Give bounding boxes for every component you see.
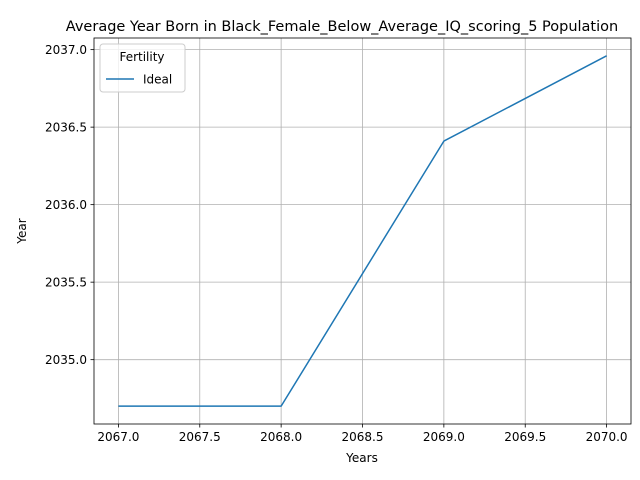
legend-box	[99, 43, 186, 93]
x-axis-label: Years	[345, 451, 378, 465]
x-tick-label: 2069.5	[504, 430, 546, 444]
y-tick-label: 2036.5	[45, 120, 87, 134]
series-line-ideal	[118, 55, 607, 407]
x-tick-label: 2067.5	[179, 430, 221, 444]
x-axis-ticks: 2067.0 2067.5 2068.0 2068.5 2069.0 2069.5 2070…	[97, 424, 628, 444]
y-tick-label: 2036.0	[45, 198, 87, 212]
y-axis-label: Year	[15, 218, 29, 244]
x-tick-label: 2068.5	[342, 430, 384, 444]
x-tick-label: 2070.0	[586, 430, 628, 444]
x-tick-label: 2069.0	[423, 430, 465, 444]
y-tick-label: 2035.0	[45, 353, 87, 367]
x-tick-label: 2068.0	[260, 430, 302, 444]
series-layer	[118, 55, 607, 407]
x-tick-label: 2067.0	[97, 430, 139, 444]
y-tick-label: 2037.0	[45, 43, 87, 57]
chart-title: Average Year Born in Black_Female_Below_…	[66, 19, 618, 35]
legend-title: Fertility	[119, 50, 164, 64]
legend-label-ideal: Ideal	[143, 73, 172, 87]
y-tick-label: 2035.5	[45, 275, 87, 289]
legend: Fertility Ideal	[99, 43, 186, 93]
y-axis-ticks: 2035.0 2035.5 2036.0 2036.5 2037.0	[45, 43, 94, 367]
